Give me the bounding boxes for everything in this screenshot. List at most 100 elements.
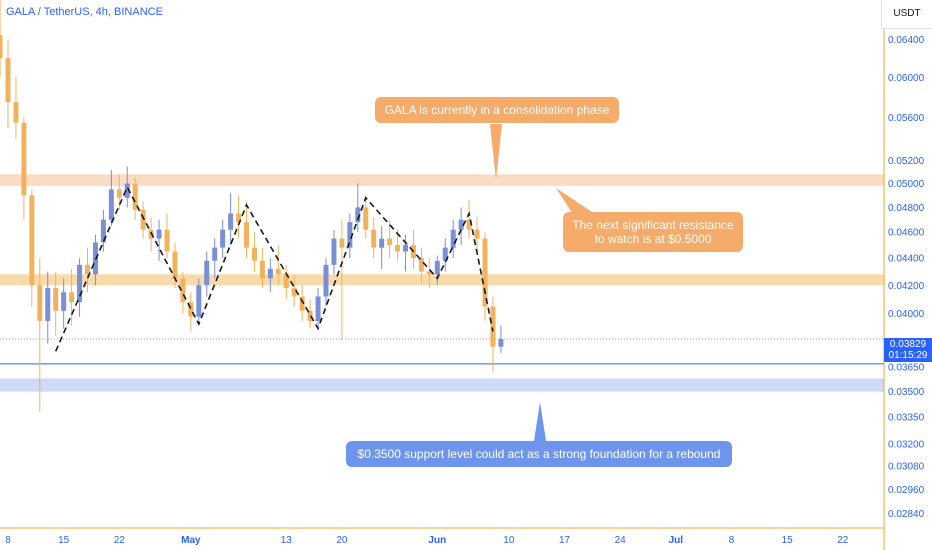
candle-body	[450, 229, 456, 248]
price-tick-label: 0.04200	[888, 281, 925, 292]
candle-body	[259, 260, 265, 279]
candle-body	[85, 264, 90, 275]
candle-body	[180, 278, 186, 303]
candle-body	[236, 213, 242, 223]
candle-body	[140, 209, 146, 230]
time-tick-label: 24	[615, 535, 627, 546]
candle-body	[331, 238, 337, 265]
candle-body	[379, 238, 385, 248]
time-tick-label: Jul	[669, 535, 684, 546]
candle-body	[5, 58, 11, 103]
price-tick-label: 0.04600	[888, 228, 925, 239]
price-bands	[0, 174, 884, 392]
candle-body	[21, 122, 27, 196]
candle-body	[387, 238, 393, 246]
candle-body	[418, 258, 424, 272]
candle-body	[244, 222, 249, 248]
candle-body	[156, 229, 162, 239]
candle-body	[132, 183, 138, 210]
price-tick-label: 0.03650	[888, 363, 925, 374]
support-pointer	[534, 402, 546, 441]
time-tick-label: 10	[503, 535, 515, 546]
time-tick-label: 13	[281, 535, 293, 546]
candle-body	[13, 102, 19, 123]
candle-body	[53, 288, 59, 311]
time-tick-label: 22	[114, 535, 126, 546]
chart-title: GALA / TetherUS, 4h, BINANCE	[6, 6, 163, 18]
candle-body	[490, 306, 496, 347]
candles-layer	[0, 0, 504, 412]
callout-consolidation: GALA is currently in a consolidation pha…	[375, 97, 619, 123]
candle-body	[458, 219, 464, 230]
bar-countdown: 01:15:29	[888, 350, 928, 361]
price-tick-label: 0.06000	[888, 73, 925, 84]
candle-body	[29, 195, 35, 286]
price-tick-label: 0.02840	[888, 509, 925, 520]
candle-body	[347, 222, 353, 248]
callout-resistance: The next significant resistance to watch…	[563, 212, 743, 252]
callout-support: $0.3500 support level could act as a str…	[346, 441, 732, 467]
candle-body	[299, 296, 305, 311]
candle-body	[323, 264, 329, 297]
candle-body	[45, 288, 51, 322]
price-tick-label: 0.02960	[888, 485, 925, 496]
current-price-value: 0.03829	[889, 339, 927, 350]
resistance-zone	[0, 174, 884, 186]
candle-body	[283, 274, 289, 289]
candle-body	[291, 288, 297, 297]
price-axis: 0.06400 0.06000 0.05600 0.05200 0.05000 0.048…	[888, 35, 925, 520]
time-tick-label: 17	[559, 535, 571, 546]
currency-label[interactable]: USDT	[881, 0, 932, 29]
price-tick-label: 0.04000	[888, 309, 925, 320]
candle-body	[116, 189, 122, 198]
price-tick-label: 0.06400	[888, 35, 925, 46]
candle-body	[61, 292, 67, 311]
candle-body	[339, 238, 345, 248]
candle-body	[275, 268, 281, 275]
candle-body	[466, 219, 472, 230]
candle-body	[315, 296, 321, 322]
candle-body	[172, 251, 178, 279]
current-price-tag: 0.03829 01:15:29	[884, 338, 932, 362]
price-tick-label: 0.03350	[888, 413, 925, 424]
time-tick-label: 8	[729, 535, 735, 546]
candle-body	[498, 339, 504, 347]
candle-body	[220, 229, 226, 248]
candle-body	[395, 245, 401, 252]
price-tick-label: 0.03080	[888, 462, 925, 473]
candle-body	[69, 292, 75, 303]
candle-body	[188, 302, 194, 317]
candle-body	[37, 285, 43, 322]
candle-body	[212, 247, 218, 261]
candle-body	[204, 260, 210, 286]
candle-body	[100, 219, 106, 243]
candle-body	[0, 35, 3, 59]
candle-body	[482, 238, 488, 307]
consolidation-pointer	[490, 124, 502, 180]
time-tick-label: Jun	[428, 535, 446, 546]
time-tick-label: 15	[782, 535, 794, 546]
time-tick-label: 20	[336, 535, 348, 546]
time-tick-label: 8	[5, 535, 11, 546]
time-axis: 8 15 22 May 13 20 Jun 10 17 24 Jul 8 15 22	[5, 535, 849, 546]
candle-body	[267, 268, 273, 279]
candle-body	[77, 264, 83, 303]
time-tick-label: May	[181, 535, 201, 546]
price-tick-label: 0.05600	[888, 113, 925, 124]
candle-body	[442, 247, 448, 261]
time-tick-label: 15	[58, 535, 70, 546]
price-tick-label: 0.03200	[888, 439, 925, 450]
candle-body	[426, 271, 432, 275]
price-tick-label: 0.04400	[888, 254, 925, 265]
candle-body	[474, 229, 480, 239]
candle-body	[363, 207, 369, 230]
time-tick-label: 22	[837, 535, 849, 546]
candle-body	[403, 245, 408, 252]
price-axis-panel[interactable]	[884, 0, 932, 550]
candle-body	[307, 310, 313, 322]
candle-body	[228, 213, 234, 230]
support-zone	[0, 274, 884, 286]
price-tick-label: 0.05000	[888, 179, 925, 190]
candle-body	[355, 207, 361, 223]
